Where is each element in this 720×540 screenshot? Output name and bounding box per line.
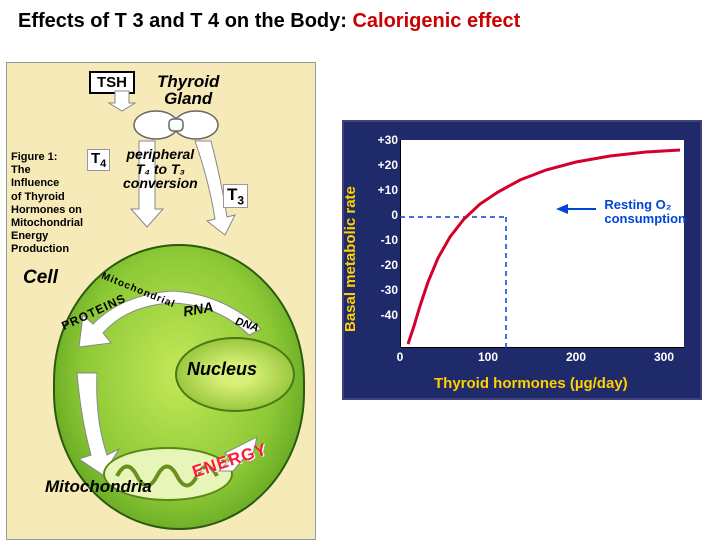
y-tick: -40 xyxy=(376,308,398,322)
x-axis-label: Thyroid hormones (µg/day) xyxy=(434,375,628,392)
diagram-panel: Figure 1: The Influence of Thyroid Hormo… xyxy=(6,62,316,540)
t4-label: T4 xyxy=(87,149,110,171)
y-tick: -30 xyxy=(376,283,398,297)
y-tick: -20 xyxy=(376,258,398,272)
resting-label: Resting O₂ consumption xyxy=(604,198,686,227)
x-tick: 300 xyxy=(649,350,679,364)
thyroid-gland-icon xyxy=(131,109,221,141)
x-tick: 100 xyxy=(473,350,503,364)
y-tick: +30 xyxy=(376,133,398,147)
y-axis-label: Basal metabolic rate xyxy=(342,186,359,332)
title-main: Effects of T 3 and T 4 on the Body: xyxy=(18,10,352,32)
conversion-label: peripheral T₄ to T₃ conversion xyxy=(123,147,198,191)
x-tick: 0 xyxy=(385,350,415,364)
nucleus-label: Nucleus xyxy=(187,359,257,380)
y-tick: -10 xyxy=(376,233,398,247)
tsh-arrow-icon xyxy=(107,89,137,113)
bmr-chart: Basal metabolic rate Thyroid hormones (µ… xyxy=(342,120,702,400)
pathway-diagram: TSH Thyroid Gland T4 peripheral T₄ to T₃… xyxy=(83,69,313,535)
plot-area xyxy=(400,140,684,348)
title-red: Calorigenic effect xyxy=(352,10,520,32)
y-tick: +10 xyxy=(376,183,398,197)
cell-label: Cell xyxy=(23,267,58,289)
mitochondria-label: Mitochondria xyxy=(45,477,152,497)
t3-label: T3 xyxy=(223,184,248,208)
y-tick: 0 xyxy=(376,208,398,222)
figure-caption: Figure 1: The Influence of Thyroid Hormo… xyxy=(11,151,83,257)
x-tick: 200 xyxy=(561,350,591,364)
thyroid-label: Thyroid Gland xyxy=(157,73,219,107)
chart-svg xyxy=(400,140,684,348)
y-tick: +20 xyxy=(376,158,398,172)
